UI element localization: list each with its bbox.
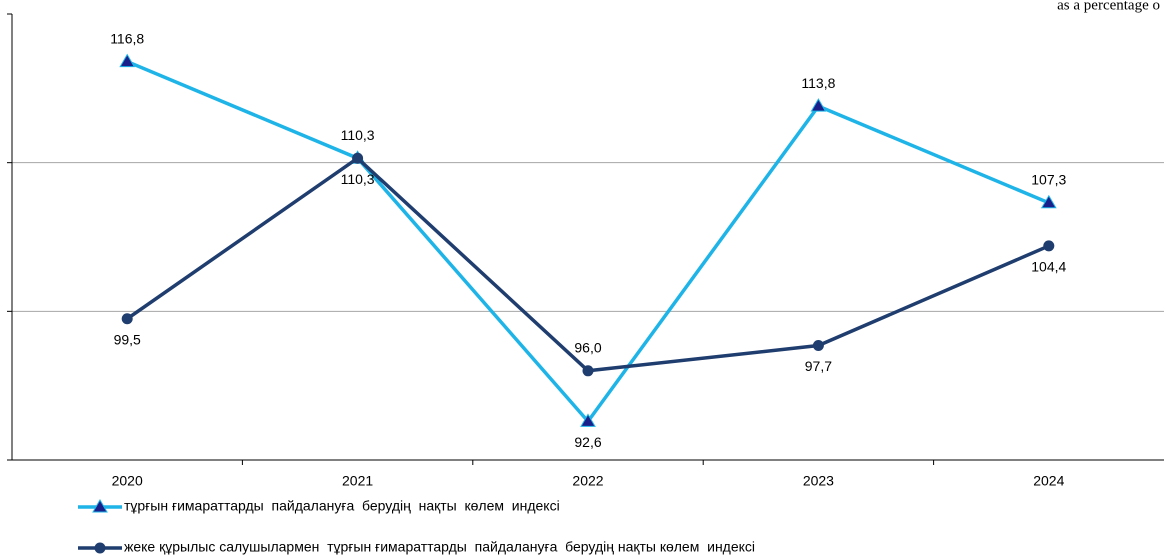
data-label: 110,3 — [341, 127, 375, 143]
x-tick-label: 2023 — [803, 473, 834, 489]
data-label: 92,6 — [574, 434, 601, 450]
data-label: 99,5 — [114, 331, 141, 347]
data-point — [1043, 240, 1055, 252]
data-label: 116,8 — [110, 30, 144, 46]
legend-marker — [92, 499, 108, 513]
data-label: 104,4 — [1031, 259, 1066, 275]
legend-label: тұрғын ғимараттарды пайдалануға берудің … — [124, 498, 560, 514]
data-point — [121, 313, 133, 325]
x-tick-label: 2022 — [572, 473, 603, 489]
data-point — [352, 152, 364, 164]
data-point — [812, 340, 824, 352]
legend-label: жеке құрылыс салушылармен тұрғын ғимарат… — [124, 539, 755, 555]
chart-subtitle: as a percentage o — [1057, 0, 1160, 13]
legend-marker — [94, 542, 106, 554]
data-point — [1040, 194, 1057, 209]
data-point — [582, 365, 594, 377]
data-label: 110,3 — [341, 171, 375, 187]
data-label: 113,8 — [801, 75, 835, 91]
data-label: 97,7 — [805, 358, 832, 374]
data-label: 96,0 — [574, 340, 601, 356]
x-tick-label: 2021 — [342, 473, 373, 489]
data-point — [810, 98, 827, 112]
data-point — [119, 53, 136, 68]
data-label: 107,3 — [1031, 172, 1066, 188]
x-tick-label: 2020 — [112, 473, 143, 489]
x-tick-label: 2024 — [1033, 473, 1064, 489]
data-point — [580, 413, 596, 427]
